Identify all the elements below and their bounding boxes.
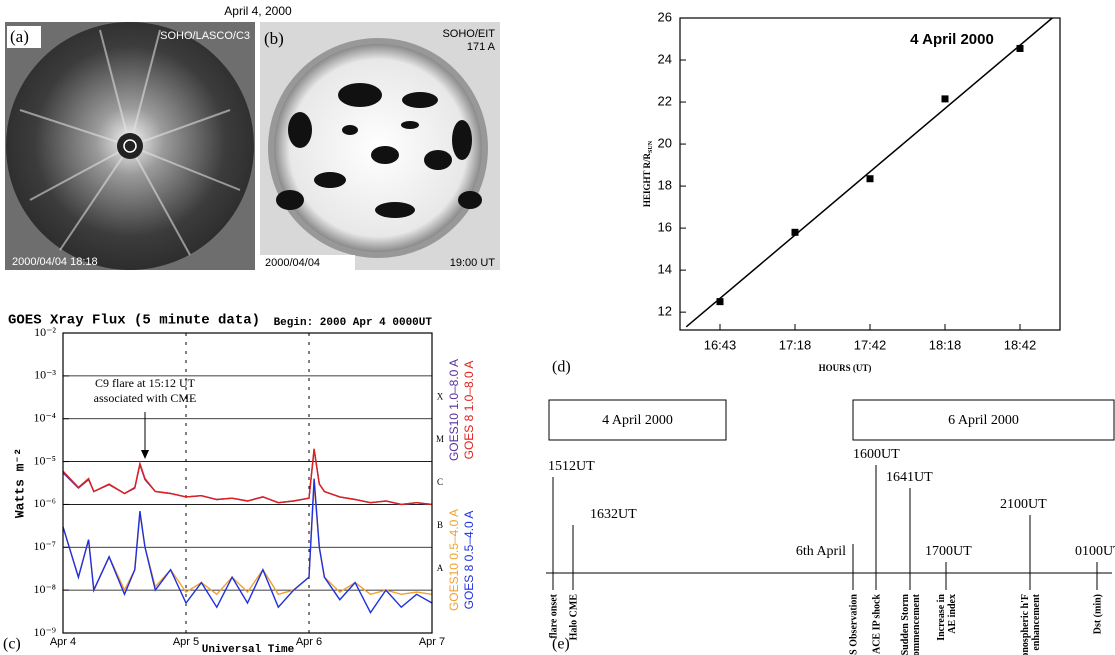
y-tick-label: 10⁻⁵ xyxy=(33,453,56,467)
event-time: 1632UT xyxy=(590,507,637,522)
legend-entry: GOES 8 0.5–4.0 A xyxy=(462,511,476,610)
x-tick-label: 18:42 xyxy=(1004,337,1037,352)
event-time: 1512UT xyxy=(548,459,595,474)
event-label: Sudden Storm xyxy=(900,593,911,655)
y-tick-label: 10⁻⁸ xyxy=(33,582,56,596)
x-tick-label: Apr 4 xyxy=(50,636,76,648)
data-point xyxy=(716,298,724,306)
event-label: Dst (min) xyxy=(1092,594,1103,634)
y-tick-label: 10⁻⁴ xyxy=(33,410,56,424)
y-axis-label-sub: SUN xyxy=(648,140,654,153)
flux-line xyxy=(62,448,433,506)
panel-tag: (e) xyxy=(552,636,570,653)
event-time: 1700UT xyxy=(925,544,972,559)
x-tick-label: 17:42 xyxy=(854,337,887,352)
event-time: 0100UT xyxy=(1075,544,1115,559)
y-tick-label: 20 xyxy=(658,135,672,150)
event-time: 2100UT xyxy=(1000,497,1047,512)
data-point xyxy=(866,175,874,183)
panel-tag: (b) xyxy=(264,29,284,48)
event-time: 6th April xyxy=(796,544,846,559)
flare-class: B xyxy=(437,520,443,530)
event-label: ACE IP shock xyxy=(871,594,882,654)
panel-tag: (c) xyxy=(3,636,21,653)
event-time: 1641UT xyxy=(886,470,933,485)
event-label: Ionospheric h'F xyxy=(1020,594,1031,655)
x-tick-label: Apr 5 xyxy=(173,636,199,648)
panel-tag: (d) xyxy=(552,359,571,376)
x-tick-label: Apr 7 xyxy=(419,636,445,648)
lasco-image xyxy=(5,22,255,270)
y-tick-label: 10⁻³ xyxy=(34,368,56,382)
event-label: Halo CME xyxy=(568,594,579,641)
legend-entry: GOES10 0.5–4.0 A xyxy=(447,509,461,611)
event-time: 1600UT xyxy=(853,447,900,462)
y-tick-label: 12 xyxy=(658,304,672,319)
wavelength-label: 171 A xyxy=(467,41,496,53)
y-tick-label: 18 xyxy=(658,178,672,193)
data-point xyxy=(941,95,949,103)
panel-tag: (a) xyxy=(10,27,29,46)
x-tick-label: 17:18 xyxy=(779,337,812,352)
x-tick-label: 16:43 xyxy=(704,337,737,352)
data-point xyxy=(791,228,799,236)
legend-entry: GOES10 1.0–8.0 A xyxy=(447,359,461,461)
flux-line xyxy=(62,478,433,614)
event-label: AE index xyxy=(947,594,958,634)
flare-class: M xyxy=(436,434,444,444)
data-point xyxy=(1016,44,1024,52)
time-label: 19:00 UT xyxy=(450,257,496,269)
flux-line xyxy=(62,449,433,506)
event-label: Increase in xyxy=(936,594,947,641)
event-label: Commencement xyxy=(911,593,922,655)
y-tick-label: 14 xyxy=(658,262,672,277)
begin-label: Begin: 2000 Apr 4 0000UT xyxy=(274,317,433,329)
timestamp: 2000/04/04 18:18 xyxy=(12,256,98,268)
legend-entry: GOES 8 1.0–8.0 A xyxy=(462,361,476,460)
annotation: associated with CME xyxy=(94,391,197,405)
event-label: flare onset xyxy=(548,593,559,638)
y-tick-label: 26 xyxy=(658,9,672,24)
instrument-label: SOHO/LASCO/C3 xyxy=(160,30,250,42)
flare-class: A xyxy=(437,563,444,573)
chart-title: 4 April 2000 xyxy=(910,31,994,48)
annotation: C9 flare at 15:12 UT xyxy=(95,376,196,390)
fit-line xyxy=(685,17,1053,328)
x-tick-label: 18:18 xyxy=(929,337,962,352)
event-label: IPS Observation xyxy=(848,594,859,655)
y-axis-label-main: HEIGHT R/R xyxy=(642,152,652,207)
y-tick-label: 10⁻⁶ xyxy=(33,496,56,510)
y-tick-label: 16 xyxy=(658,220,672,235)
flare-class: X xyxy=(437,391,444,401)
event-label: enhancement xyxy=(1031,593,1042,650)
period-box xyxy=(852,399,1115,441)
x-axis-label: Universal Time xyxy=(202,644,295,655)
x-axis-label: HOURS (UT) xyxy=(819,363,872,373)
y-tick-label: 22 xyxy=(658,93,672,108)
plot-frame xyxy=(62,332,433,634)
flare-class: C xyxy=(437,477,443,487)
y-axis-label: HEIGHT R/RSUN xyxy=(642,140,654,207)
figure-header: April 4, 2000 xyxy=(224,4,292,18)
y-tick-label: 10⁻⁷ xyxy=(33,539,56,553)
eit-image xyxy=(260,22,500,270)
flux-line xyxy=(62,483,433,596)
chart-title: GOES Xray Flux (5 minute data) xyxy=(8,313,260,329)
y-axis-label: Watts m⁻² xyxy=(12,448,27,518)
instrument-label: SOHO/EIT xyxy=(442,28,495,40)
date-label: 2000/04/04 xyxy=(265,257,320,269)
period-box xyxy=(548,399,727,441)
x-tick-label: Apr 6 xyxy=(296,636,322,648)
period-label: 6 April 2000 xyxy=(948,413,1019,428)
y-tick-label: 10⁻⁹ xyxy=(33,625,56,639)
y-tick-label: 24 xyxy=(658,51,672,66)
y-tick-label: 10⁻² xyxy=(34,325,56,339)
period-label: 4 April 2000 xyxy=(602,413,673,428)
